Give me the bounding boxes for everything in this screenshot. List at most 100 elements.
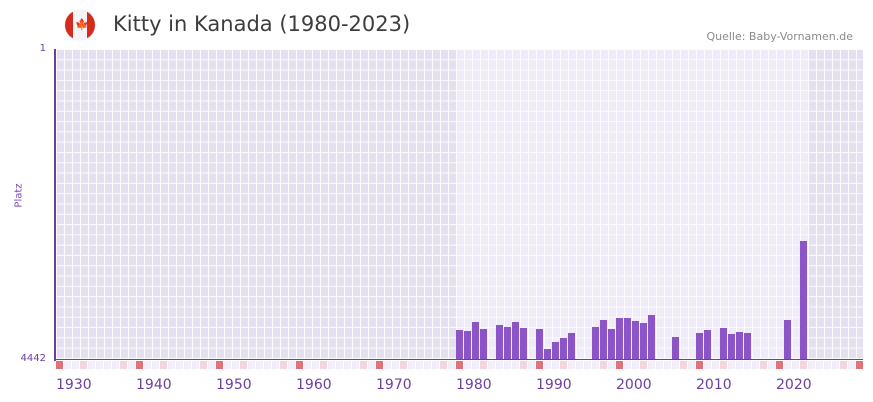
year-marker [240,361,247,369]
year-marker [472,361,479,369]
year-marker [96,361,103,369]
bar-1992[interactable] [552,342,559,360]
year-marker [632,361,639,369]
year-marker [120,361,127,369]
year-marker [424,361,431,369]
year-marker [600,361,607,369]
bar-2001[interactable] [624,318,631,360]
bar-2004[interactable] [648,315,655,360]
year-marker [784,361,791,369]
x-tick-label: 1960 [296,377,332,393]
year-marker [184,361,191,369]
bar-1980[interactable] [456,330,463,360]
bar-1985[interactable] [496,325,503,360]
bar-2013[interactable] [720,328,727,360]
bar-1987[interactable] [512,322,519,360]
x-tick-label: 1980 [456,377,492,393]
year-marker [504,361,511,369]
year-marker [736,361,743,369]
bar-1998[interactable] [600,320,607,360]
year-marker [568,361,575,369]
chart-plot-area [55,49,863,360]
bar-1988[interactable] [520,328,527,360]
year-marker [88,361,95,369]
year-marker [192,361,199,369]
year-marker [80,361,87,369]
bar-2007[interactable] [672,337,679,360]
year-marker [856,361,863,369]
year-marker [728,361,735,369]
year-marker [648,361,655,369]
year-marker [464,361,471,369]
year-marker [672,361,679,369]
bar-2015[interactable] [736,332,743,360]
bar-1982[interactable] [472,322,479,360]
year-marker [64,361,71,369]
year-marker [392,361,399,369]
bar-2014[interactable] [728,334,735,360]
source-link[interactable]: Quelle: Baby-Vornamen.de [706,30,853,43]
bar-1999[interactable] [608,329,615,360]
bar-1990[interactable] [536,329,543,360]
year-marker [592,361,599,369]
year-marker [280,361,287,369]
year-marker [440,361,447,369]
x-tick-label: 2010 [696,377,732,393]
year-marker [664,361,671,369]
year-marker [800,361,807,369]
x-tick-label: 1990 [536,377,572,393]
bar-1986[interactable] [504,327,511,360]
year-marker [128,361,135,369]
year-marker [792,361,799,369]
year-marker [496,361,503,369]
year-marker [448,361,455,369]
bar-1997[interactable] [592,327,599,360]
canada-flag-icon: 🍁 [65,10,95,40]
year-marker [56,361,63,369]
year-marker [352,361,359,369]
bar-1981[interactable] [464,331,471,360]
y-axis-title: Platz [13,183,25,208]
year-marker [760,361,767,369]
x-axis-line [55,359,863,360]
year-marker [112,361,119,369]
bar-1994[interactable] [568,333,575,360]
year-marker [296,361,303,369]
year-marker [680,361,687,369]
year-marker [480,361,487,369]
bar-2021[interactable] [784,320,791,360]
year-marker [456,361,463,369]
year-marker [288,361,295,369]
bar-2000[interactable] [616,318,623,360]
bar-2010[interactable] [696,333,703,360]
year-marker [320,361,327,369]
year-marker [576,361,583,369]
bar-2003[interactable] [640,323,647,360]
year-marker [336,361,343,369]
year-marker [264,361,271,369]
year-marker [216,361,223,369]
year-marker [640,361,647,369]
year-marker [744,361,751,369]
y-tick-bottom: 4442 [20,353,46,364]
bar-2011[interactable] [704,330,711,360]
bar-2002[interactable] [632,321,639,360]
bar-1983[interactable] [480,329,487,360]
year-marker [232,361,239,369]
bar-2016[interactable] [744,333,751,360]
x-tick-label: 1940 [136,377,172,393]
year-marker [368,361,375,369]
year-marker [608,361,615,369]
y-axis-line [54,49,56,361]
year-marker [224,361,231,369]
year-marker [144,361,151,369]
year-marker [544,361,551,369]
bar-1991[interactable] [544,349,551,360]
year-marker [656,361,663,369]
year-marker [848,361,855,369]
year-marker [328,361,335,369]
year-marker [408,361,415,369]
plot-grid [55,49,863,360]
bar-1993[interactable] [560,338,567,360]
bar-2023[interactable] [800,241,807,360]
